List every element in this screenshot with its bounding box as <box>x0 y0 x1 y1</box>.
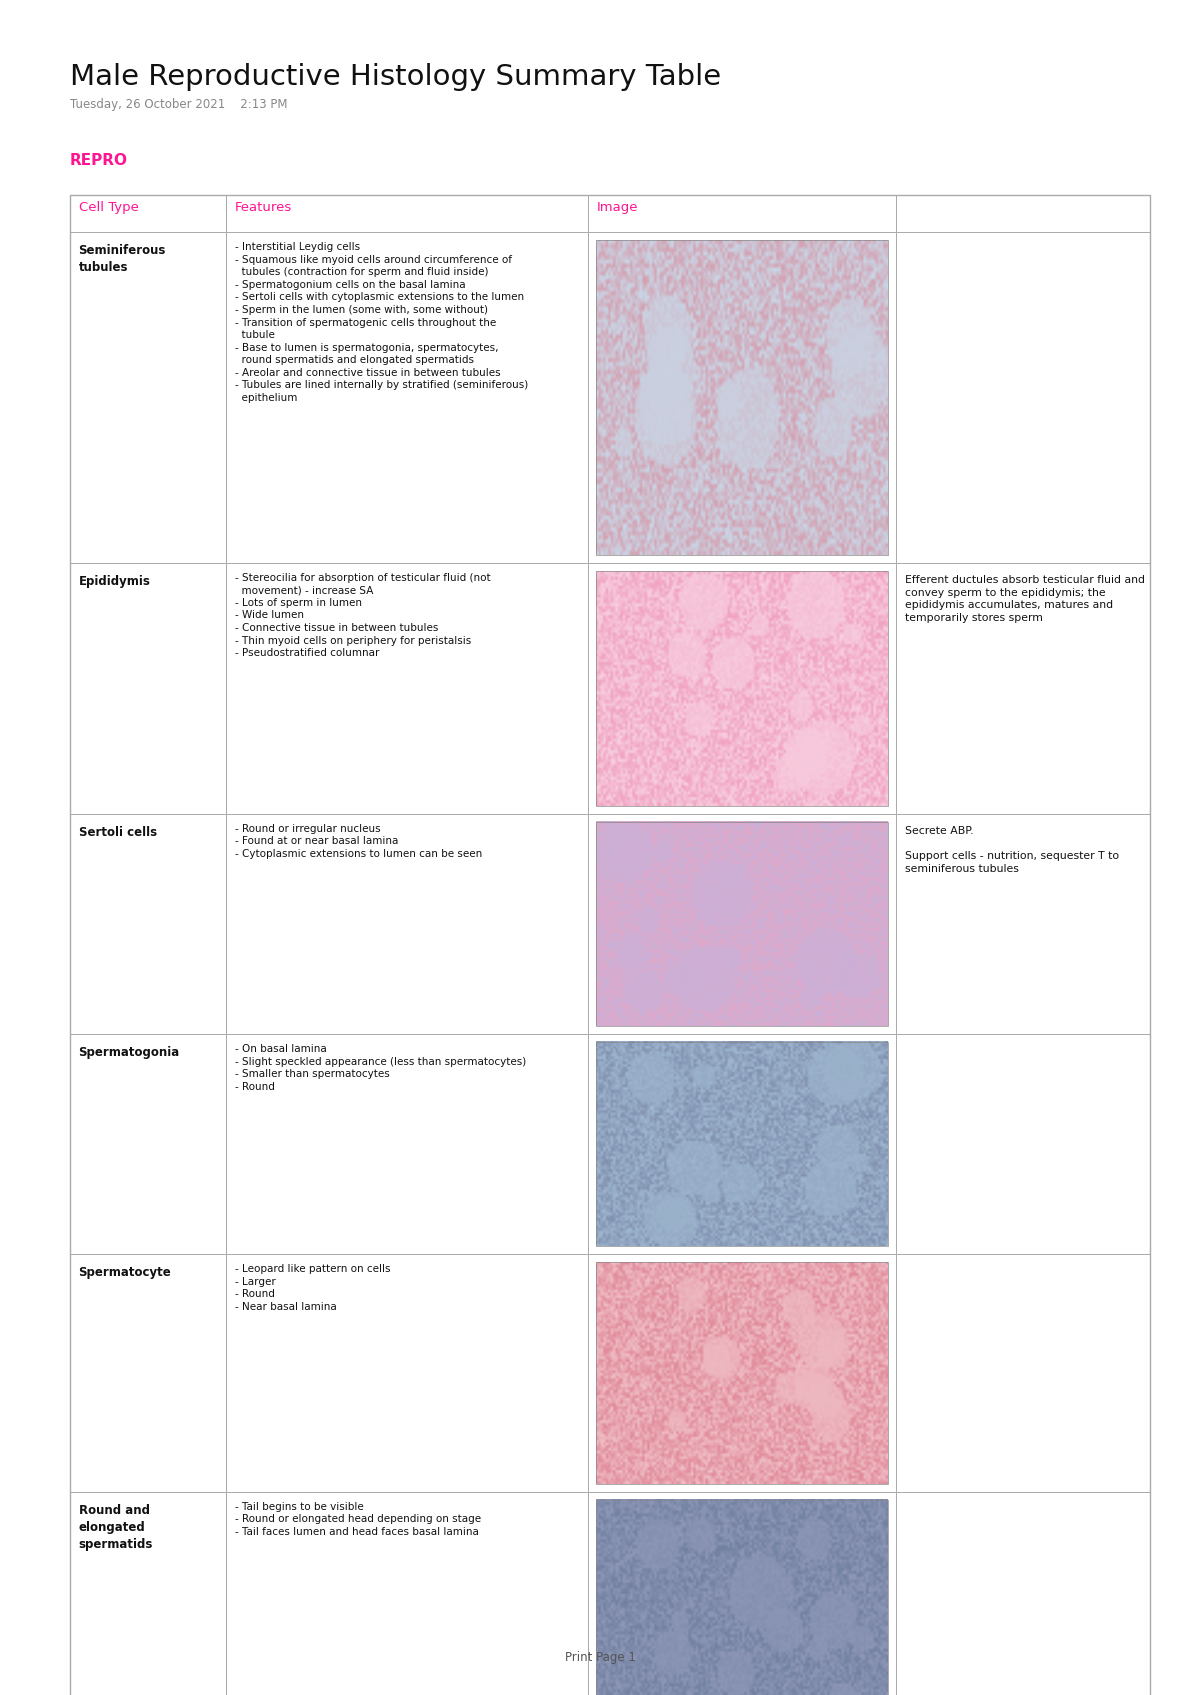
Bar <box>588 1034 895 1254</box>
Bar <box>596 1500 888 1695</box>
Bar <box>895 563 1150 814</box>
Text: - Round or irregular nucleus
- Found at or near basal lamina
- Cytoplasmic exten: - Round or irregular nucleus - Found at … <box>235 824 482 859</box>
Bar <box>588 232 895 563</box>
Bar <box>70 1492 226 1695</box>
Bar <box>588 563 895 814</box>
Text: Spermatogonia: Spermatogonia <box>79 1046 180 1059</box>
Text: Round and
elongated
spermatids: Round and elongated spermatids <box>79 1503 152 1551</box>
Bar <box>895 1254 1150 1492</box>
Text: Features: Features <box>235 202 293 214</box>
Bar <box>588 1254 895 1492</box>
Text: Male Reproductive Histology Summary Table: Male Reproductive Histology Summary Tabl… <box>70 63 721 92</box>
Bar <box>70 195 1150 1695</box>
Bar <box>895 195 1150 232</box>
Text: Sertoli cells: Sertoli cells <box>79 825 157 839</box>
Bar <box>70 1254 226 1492</box>
Bar <box>596 822 888 1025</box>
Text: Seminiferous
tubules: Seminiferous tubules <box>79 244 166 275</box>
Text: Tuesday, 26 October 2021    2:13 PM: Tuesday, 26 October 2021 2:13 PM <box>70 98 287 112</box>
Bar <box>226 1492 588 1695</box>
Bar <box>895 1492 1150 1695</box>
Bar <box>226 1034 588 1254</box>
Bar <box>70 232 226 563</box>
Bar <box>895 232 1150 563</box>
Bar <box>596 241 888 554</box>
Text: - Stereocilia for absorption of testicular fluid (not
  movement) - increase SA
: - Stereocilia for absorption of testicul… <box>235 573 491 658</box>
Bar <box>596 1042 888 1246</box>
Bar <box>588 195 895 232</box>
Bar <box>226 1254 588 1492</box>
Bar <box>70 814 226 1034</box>
Bar <box>226 195 588 232</box>
Bar <box>226 563 588 814</box>
Text: Image: Image <box>598 202 638 214</box>
Text: Print Page 1: Print Page 1 <box>564 1651 636 1664</box>
Bar <box>588 814 895 1034</box>
Bar <box>70 563 226 814</box>
Bar <box>70 195 226 232</box>
Bar <box>588 1492 895 1695</box>
Text: - Leopard like pattern on cells
- Larger
- Round
- Near basal lamina: - Leopard like pattern on cells - Larger… <box>235 1264 391 1312</box>
Text: - Tail begins to be visible
- Round or elongated head depending on stage
- Tail : - Tail begins to be visible - Round or e… <box>235 1502 481 1537</box>
Text: Epididymis: Epididymis <box>79 575 150 588</box>
Text: Spermatocyte: Spermatocyte <box>79 1266 172 1280</box>
Bar <box>596 1263 888 1483</box>
Text: Efferent ductules absorb testicular fluid and
convey sperm to the epididymis; th: Efferent ductules absorb testicular flui… <box>905 575 1145 624</box>
Bar <box>226 232 588 563</box>
Bar <box>895 814 1150 1034</box>
Text: - On basal lamina
- Slight speckled appearance (less than spermatocytes)
- Small: - On basal lamina - Slight speckled appe… <box>235 1044 527 1092</box>
Text: Cell Type: Cell Type <box>79 202 138 214</box>
Bar <box>70 1034 226 1254</box>
Bar <box>226 814 588 1034</box>
Bar <box>596 571 888 805</box>
Text: REPRO: REPRO <box>70 153 127 168</box>
Text: - Interstitial Leydig cells
- Squamous like myoid cells around circumference of
: - Interstitial Leydig cells - Squamous l… <box>235 242 528 403</box>
Text: Secrete ABP.

Support cells - nutrition, sequester T to
seminiferous tubules: Secrete ABP. Support cells - nutrition, … <box>905 825 1118 875</box>
Bar <box>895 1034 1150 1254</box>
